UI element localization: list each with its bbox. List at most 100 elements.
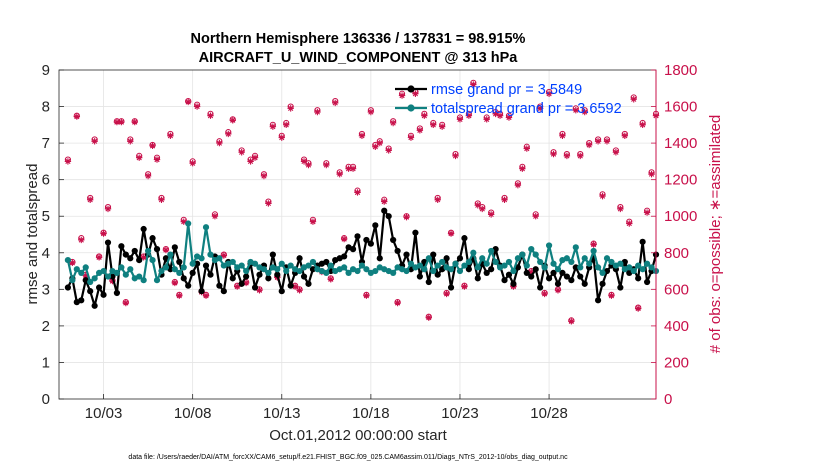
totalspread-point xyxy=(158,267,165,275)
x-tick-label: 10/03 xyxy=(85,405,123,422)
assimilated-obs-marker xyxy=(69,259,76,267)
rmse-point xyxy=(532,266,539,273)
assimilated-obs-marker xyxy=(336,170,343,178)
totalspread-point xyxy=(617,260,624,267)
assimilated-obs-marker xyxy=(225,130,232,138)
totalspread-point xyxy=(572,244,579,251)
rmse-point xyxy=(243,273,250,280)
assimilated-obs-marker xyxy=(599,192,606,200)
rmse-point xyxy=(639,238,646,245)
totalspread-point xyxy=(492,258,499,266)
assimilated-obs-marker xyxy=(109,277,116,285)
totalspread-point xyxy=(372,267,379,275)
assimilated-obs-marker xyxy=(349,165,357,172)
rmse-point xyxy=(425,278,432,286)
rmse-point xyxy=(87,288,94,295)
totalspread-point xyxy=(69,277,76,284)
assimilated-obs-marker xyxy=(135,154,143,161)
y-axis-right-label: # of obs: o=possible; ∗=assimilated xyxy=(707,115,724,354)
assimilated-obs-marker xyxy=(185,98,192,106)
assimilated-obs-marker xyxy=(323,161,330,169)
rmse-point xyxy=(354,233,361,240)
totalspread-point xyxy=(162,264,170,271)
totalspread-point xyxy=(488,247,495,255)
rmse-point xyxy=(149,235,156,242)
series-lines xyxy=(64,207,660,309)
assimilated-obs-marker xyxy=(608,292,615,299)
rmse-point xyxy=(594,297,602,304)
assimilated-obs-marker xyxy=(78,236,85,244)
assimilated-obs-marker xyxy=(479,205,486,213)
assimilated-obs-marker xyxy=(612,149,620,156)
totalspread-point xyxy=(626,264,633,271)
assimilated-obs-marker xyxy=(590,241,597,248)
y-right-tick-label: 1800 xyxy=(664,62,697,79)
assimilated-obs-marker xyxy=(438,123,446,130)
rmse-point xyxy=(367,240,374,247)
totalspread-point xyxy=(537,258,544,266)
totalspread-point xyxy=(73,266,80,273)
assimilated-obs-marker xyxy=(430,121,437,129)
assimilated-obs-marker xyxy=(528,268,535,276)
assimilated-obs-marker xyxy=(176,292,183,299)
assimilated-obs-marker xyxy=(242,279,250,287)
rmse-point xyxy=(122,251,129,258)
totalspread-point xyxy=(100,267,107,275)
rmse-point xyxy=(113,289,121,297)
rmse-point xyxy=(171,244,178,251)
assimilated-obs-marker xyxy=(447,230,455,237)
rmse-point xyxy=(363,236,370,244)
rmse-point xyxy=(581,280,588,287)
rmse-point xyxy=(180,275,187,282)
totalspread-point xyxy=(167,251,174,258)
totalspread-point xyxy=(501,262,508,269)
totalspread-point xyxy=(82,264,89,271)
assimilated-obs-marker xyxy=(247,158,254,165)
totalspread-point xyxy=(180,264,187,271)
assimilated-obs-marker xyxy=(648,170,655,178)
assimilated-obs-marker xyxy=(585,141,593,149)
rmse-point xyxy=(95,284,103,291)
totalspread-point xyxy=(483,260,490,267)
rmse-point xyxy=(443,255,450,262)
rmse-point xyxy=(550,269,557,276)
x-axis-label: Oct.01,2012 00:00:00 start xyxy=(269,427,447,444)
rmse-point xyxy=(202,262,210,269)
assimilated-obs-marker xyxy=(238,149,245,156)
totalspread-point xyxy=(363,266,370,273)
totalspread-point xyxy=(474,264,481,271)
totalspread-point xyxy=(648,264,655,271)
assimilated-obs-marker xyxy=(577,152,584,160)
y-right-tick-label: 1600 xyxy=(664,99,697,116)
totalspread-point xyxy=(452,260,459,267)
totalspread-point xyxy=(283,267,290,275)
y-right-tick-label: 800 xyxy=(664,245,689,262)
assimilated-obs-marker xyxy=(265,200,272,207)
totalspread-point xyxy=(243,267,250,275)
rmse-point xyxy=(447,284,455,291)
legend-totalspread-label: totalspread grand pr = 3.6592 xyxy=(431,101,622,117)
legend: rmse grand pr = 3.5849 totalspread grand… xyxy=(395,82,622,117)
totalspread-point xyxy=(461,262,468,269)
assimilated-obs-marker xyxy=(630,96,637,103)
totalspread-point xyxy=(545,242,553,249)
assimilated-obs-marker xyxy=(100,230,107,237)
totalspread-point xyxy=(439,258,446,266)
y-left-tick-label: 1 xyxy=(42,354,50,371)
assimilated-obs-marker xyxy=(407,134,415,141)
rmse-point xyxy=(274,271,281,278)
rmse-point xyxy=(104,239,112,246)
rmse-point xyxy=(341,253,348,260)
totalspread-point xyxy=(465,258,472,266)
rmse-point xyxy=(643,278,651,286)
rmse-point xyxy=(510,280,517,287)
y-axis-left-label: rmse and totalspread xyxy=(24,164,41,305)
rmse-point xyxy=(265,275,272,282)
rmse-point xyxy=(523,269,530,276)
totalspread-point xyxy=(296,267,303,275)
totalspread-point xyxy=(639,266,646,273)
assimilated-obs-marker xyxy=(193,103,201,110)
totalspread-point xyxy=(505,258,513,266)
assimilated-obs-marker xyxy=(496,112,504,119)
assimilated-obs-marker xyxy=(340,235,348,243)
